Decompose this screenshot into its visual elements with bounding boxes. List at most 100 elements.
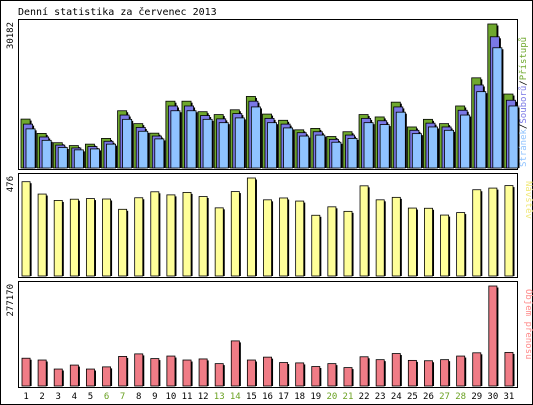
- bars-visits: [21, 177, 515, 277]
- bar-visits-18: [295, 200, 305, 277]
- bar-pages-files-hits-2-7: [122, 118, 133, 169]
- bars-transfer: [21, 285, 515, 387]
- bar-pages-files-hits-2-10: [170, 110, 181, 169]
- bar-visits-2: [37, 193, 47, 277]
- bar-pages-files-hits-2-20: [331, 141, 342, 169]
- x-tick-label-11: 11: [182, 392, 193, 402]
- bar-visits-27: [440, 214, 450, 277]
- x-tick-label-12: 12: [198, 392, 209, 402]
- bar-transfer-14: [230, 340, 240, 387]
- x-tick-label-2: 2: [39, 392, 44, 402]
- bar-visits-1: [21, 181, 31, 277]
- bar-transfer-9: [150, 358, 160, 387]
- bar-pages-files-hits-2-28: [460, 114, 471, 169]
- panels: 30182 Stránek/Souborů/Přístupů 476 Návštěv 2…: [6, 19, 533, 388]
- x-tick-label-15: 15: [246, 392, 257, 402]
- x-tick-label-14: 14: [230, 392, 241, 402]
- bar-transfer-31: [504, 352, 514, 387]
- bar-transfer-18: [295, 362, 305, 387]
- bar-transfer-16: [263, 356, 272, 387]
- bar-pages-files-hits-2-13: [218, 122, 229, 169]
- bar-pages-files-hits-2-24: [395, 111, 406, 169]
- panel-transfer: 277170 Objem přenosu: [6, 281, 533, 388]
- x-tick-label-22: 22: [359, 392, 370, 402]
- bar-visits-23: [375, 199, 385, 277]
- bar-pages-files-hits-2-1: [25, 128, 36, 169]
- x-tick-label-27: 27: [439, 392, 450, 402]
- x-tick-label-19: 19: [310, 392, 321, 402]
- x-tick-label-1: 1: [23, 392, 28, 402]
- legend-visits: Návštěv: [523, 181, 533, 219]
- x-tick-label-17: 17: [278, 392, 289, 402]
- panel-pages-files-hits: 30182 Stránek/Souborů/Přístupů: [6, 19, 529, 170]
- x-tick-label-8: 8: [136, 392, 141, 402]
- bar-transfer-26: [424, 360, 433, 387]
- bar-pages-files-hits-2-8: [138, 130, 149, 169]
- bar-pages-files-hits-2-5: [89, 148, 100, 169]
- bar-visits-30: [488, 187, 498, 277]
- x-tick-label-21: 21: [343, 392, 354, 402]
- bar-visits-21: [343, 210, 353, 277]
- bar-transfer-27: [440, 359, 450, 387]
- bar-visits-19: [311, 214, 321, 277]
- bar-visits-24: [391, 196, 401, 277]
- legend-item-0: Stránek: [519, 128, 529, 167]
- bar-visits-3: [53, 200, 63, 277]
- bar-visits-25: [407, 207, 417, 277]
- bar-pages-files-hits-2-25: [411, 133, 422, 169]
- bar-transfer-2: [37, 359, 47, 387]
- bar-visits-7: [118, 208, 128, 277]
- bar-pages-files-hits-2-6: [106, 143, 116, 169]
- bar-pages-files-hits-2-11: [186, 110, 197, 169]
- bar-pages-files-hits-2-27: [444, 129, 455, 169]
- y-max-label: 30182: [6, 22, 16, 49]
- x-tick-label-7: 7: [120, 392, 125, 402]
- panel-visits: 476 Návštěv: [6, 173, 533, 278]
- bar-visits-26: [424, 207, 433, 277]
- bars-pages-files-hits: [20, 23, 520, 169]
- bar-visits-9: [150, 191, 160, 277]
- bar-pages-files-hits-2-16: [267, 122, 277, 169]
- bar-transfer-17: [279, 362, 289, 387]
- bar-transfer-23: [375, 359, 385, 387]
- bar-transfer-3: [53, 368, 63, 387]
- bar-pages-files-hits-2-30: [492, 47, 503, 169]
- bar-visits-31: [504, 185, 514, 277]
- legend-pages-files-hits: Stránek/Souborů/Přístupů: [518, 37, 529, 167]
- legend-separator: /: [519, 124, 529, 129]
- bar-pages-files-hits-2-31: [508, 105, 519, 169]
- x-tick-label-10: 10: [165, 392, 176, 402]
- bar-transfer-13: [214, 363, 224, 387]
- bar-visits-4: [69, 198, 79, 277]
- bar-pages-files-hits-2-19: [315, 134, 326, 169]
- x-tick-label-29: 29: [471, 392, 482, 402]
- x-tick-label-18: 18: [294, 392, 305, 402]
- bar-visits-11: [182, 192, 192, 277]
- bar-transfer-1: [21, 357, 31, 387]
- legend-separator: /: [519, 80, 529, 85]
- bar-pages-files-hits-2-23: [379, 124, 390, 169]
- x-tick-label-16: 16: [262, 392, 273, 402]
- bar-transfer-11: [182, 359, 192, 387]
- bar-pages-files-hits-2-21: [347, 138, 358, 169]
- bar-transfer-8: [134, 353, 144, 387]
- bar-transfer-22: [359, 356, 369, 387]
- x-tick-label-6: 6: [104, 392, 109, 402]
- legend-item-2: Přístupů: [518, 37, 529, 80]
- bar-pages-files-hits-2-18: [299, 135, 310, 169]
- x-tick-label-24: 24: [391, 392, 402, 402]
- bar-visits-16: [263, 199, 272, 277]
- bar-visits-15: [246, 177, 256, 277]
- x-tick-label-30: 30: [487, 392, 498, 402]
- x-tick-label-23: 23: [375, 392, 386, 402]
- bar-visits-17: [279, 197, 289, 277]
- bar-pages-files-hits-2-3: [57, 147, 68, 169]
- bar-transfer-7: [118, 356, 128, 387]
- bar-transfer-24: [391, 353, 401, 387]
- y-max-label: 277170: [6, 284, 16, 317]
- x-tick-label-20: 20: [326, 392, 337, 402]
- bar-visits-6: [102, 198, 111, 277]
- y-max-label: 476: [6, 176, 16, 192]
